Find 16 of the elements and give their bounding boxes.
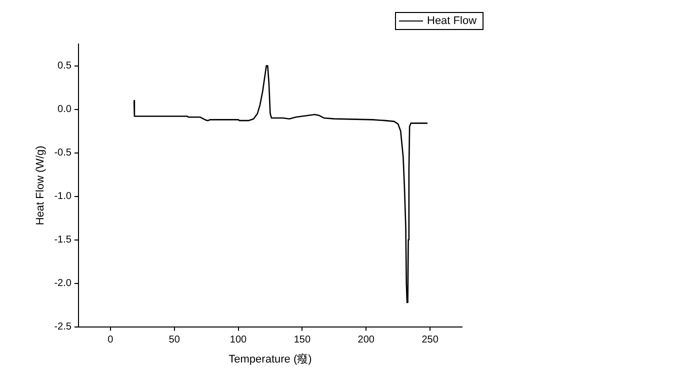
x-tick-label: 200 (358, 334, 375, 346)
y-tick-label: -1.5 (54, 234, 72, 246)
y-axis-title: Heat Flow (W/g) (34, 146, 47, 226)
y-tick-label: -2.0 (54, 278, 72, 290)
x-tick-label: 250 (422, 334, 439, 346)
x-axis-title: Temperature (癈) (228, 352, 312, 366)
y-tick-label: -0.5 (54, 148, 72, 159)
legend-label: Heat Flow (427, 15, 477, 28)
x-tick-label: 150 (294, 334, 311, 346)
x-tick-label: 0 (108, 334, 114, 346)
y-tick-label: 0.0 (58, 104, 72, 116)
x-tick-label: 50 (168, 334, 180, 346)
y-tick-label: -2.5 (54, 322, 72, 333)
x-tick-label: 100 (230, 334, 248, 346)
y-tick-label: 0.5 (58, 60, 72, 72)
y-tick-label: -1.0 (54, 191, 72, 202)
